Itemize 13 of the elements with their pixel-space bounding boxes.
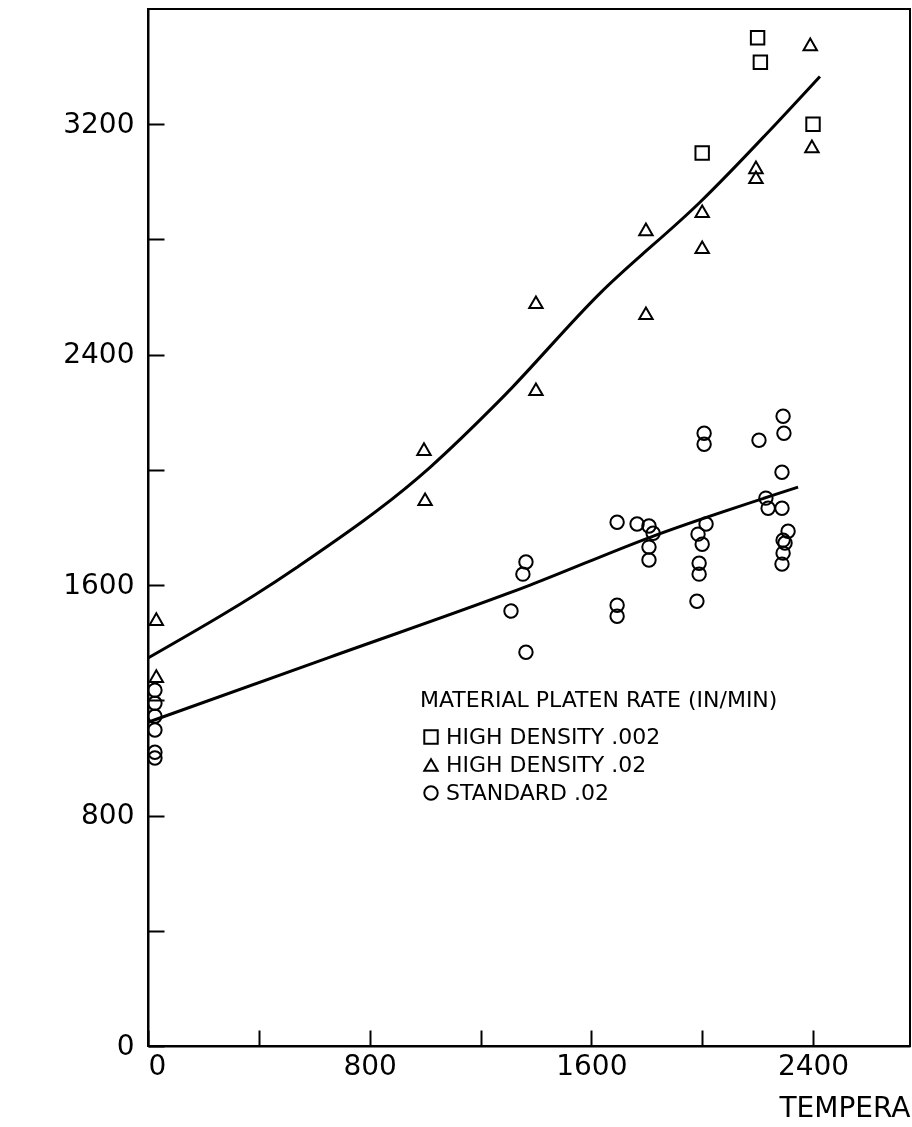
x-axis-title: TEMPERA xyxy=(778,1090,911,1124)
legend-label: HIGH DENSITY .002 xyxy=(446,724,661,749)
y-tick-label: 800 xyxy=(81,798,135,832)
x-tick-label: 0 xyxy=(148,1048,167,1082)
legend-label: STANDARD .02 xyxy=(446,780,610,805)
x-tick-label: 2400 xyxy=(777,1048,850,1082)
legend-title: MATERIAL PLATEN RATE (IN/MIN) xyxy=(420,687,778,712)
y-tick-label: 1600 xyxy=(63,567,135,601)
x-tick-label: 800 xyxy=(343,1048,397,1082)
legend-label: HIGH DENSITY .02 xyxy=(446,752,647,777)
x-tick-label: 1600 xyxy=(556,1048,628,1082)
y-tick-label: 2400 xyxy=(63,337,135,371)
y-tick-label: 3200 xyxy=(63,106,135,140)
